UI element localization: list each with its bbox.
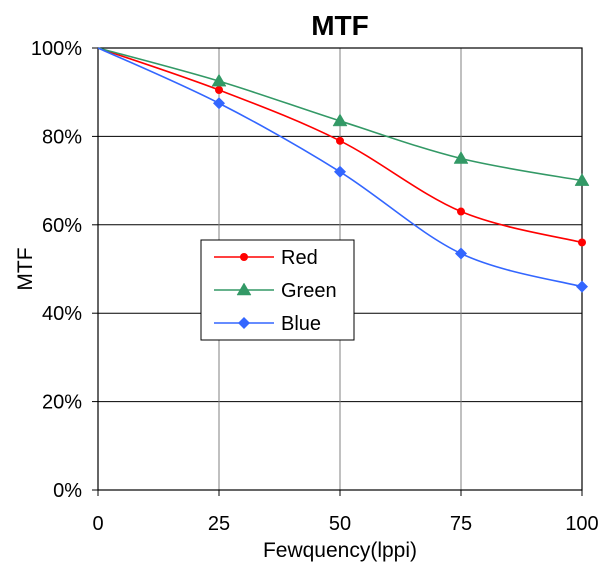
data-point-green xyxy=(574,173,590,186)
legend-item-blue: Blue xyxy=(214,313,321,335)
legend-swatch-marker xyxy=(238,317,250,329)
data-point-blue xyxy=(576,280,588,293)
series-layer xyxy=(97,47,590,293)
y-tick-label: 0% xyxy=(53,480,82,502)
y-tick-label: 80% xyxy=(42,126,82,148)
data-point-red xyxy=(215,85,223,94)
series-green xyxy=(97,47,590,186)
data-point-green xyxy=(211,73,227,87)
legend-label: Blue xyxy=(281,313,321,335)
legend-swatch-marker xyxy=(240,253,248,261)
legend-swatch-marker xyxy=(236,282,252,296)
x-tick-label: 100 xyxy=(565,513,598,535)
x-axis-ticks: 0 25 50 75 100 xyxy=(92,490,599,535)
data-point-blue xyxy=(213,97,225,110)
x-tick-label: 0 xyxy=(92,513,103,535)
legend-item-green: Green xyxy=(214,280,337,302)
x-tick-label: 25 xyxy=(208,513,230,535)
y-tick-label: 40% xyxy=(42,303,82,325)
legend-item-red: Red xyxy=(214,247,318,269)
chart-title: MTF xyxy=(311,10,369,41)
x-tick-label: 50 xyxy=(329,513,351,535)
y-axis-label: MTF xyxy=(14,247,37,290)
series-blue xyxy=(97,47,588,293)
y-tick-label: 60% xyxy=(42,215,82,237)
y-tick-label: 20% xyxy=(42,392,82,414)
data-point-red xyxy=(336,136,344,145)
x-tick-label: 75 xyxy=(450,513,472,535)
legend: Red Green Blue xyxy=(200,239,355,341)
y-tick-label: 100% xyxy=(31,38,82,60)
data-point-red xyxy=(578,238,586,247)
data-point-blue xyxy=(455,247,467,260)
series-red xyxy=(97,47,586,247)
data-point-green xyxy=(332,113,348,127)
data-point-red xyxy=(457,207,465,216)
data-point-green xyxy=(453,151,469,164)
legend-label: Red xyxy=(281,247,318,269)
y-axis-ticks: 0% 20% 40% 60% 80% 100% xyxy=(31,38,98,502)
data-point-blue xyxy=(334,165,346,178)
x-axis-label: Fewquency(lppi) xyxy=(263,539,417,562)
legend-label: Green xyxy=(281,280,337,302)
